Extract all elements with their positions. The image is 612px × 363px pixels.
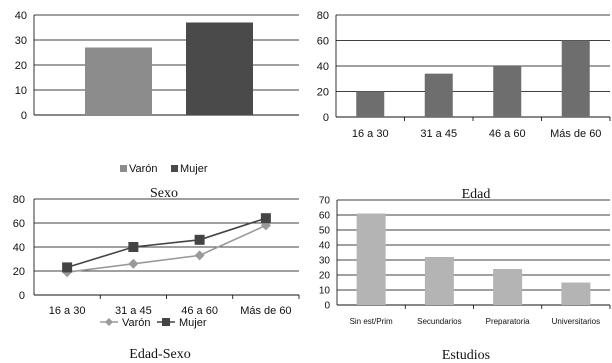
y-tick-label: 60 <box>13 218 25 230</box>
bar-varon <box>85 47 152 115</box>
x-tick-label: Sin est/Prim <box>350 317 393 326</box>
bar <box>561 40 590 117</box>
bar <box>356 91 385 117</box>
legend-marker-varon <box>105 318 113 326</box>
y-tick-label: 20 <box>317 86 329 98</box>
x-tick-label: 31 a 45 <box>115 305 152 317</box>
bar <box>493 269 523 305</box>
legend-label-varon: Varón <box>122 317 151 329</box>
x-tick-label: 46 a 60 <box>181 305 218 317</box>
legend-marker-mujer <box>162 318 170 326</box>
y-tick-labels: 0 20 40 60 80 <box>13 194 25 302</box>
x-tick-label: Más de 60 <box>550 128 601 140</box>
y-tick-label: 50 <box>319 226 331 237</box>
bars <box>85 22 253 115</box>
bars <box>356 213 591 305</box>
legend: Varón Mujer <box>120 163 208 175</box>
bar <box>356 213 386 305</box>
y-tick-label: 20 <box>15 60 27 72</box>
gridlines <box>33 14 299 116</box>
y-tick-label: 0 <box>324 301 330 312</box>
point-mujer <box>194 234 205 245</box>
point-mujer <box>128 242 139 252</box>
legend-label-mujer: Mujer <box>179 317 207 329</box>
y-tick-label: 20 <box>13 266 25 278</box>
point-varon <box>128 258 139 269</box>
x-tick-label: Más de 60 <box>240 305 291 317</box>
x-tick-label: 31 a 45 <box>420 128 457 140</box>
bar <box>493 66 522 117</box>
point-mujer <box>62 262 73 273</box>
legend-swatch-varon <box>120 165 127 172</box>
bar <box>424 73 453 117</box>
chart-title: Edad-Sexo <box>129 347 190 362</box>
x-tick-labels: 16 a 30 31 a 45 46 a 60 Más de 60 <box>49 295 300 317</box>
y-tick-label: 80 <box>317 10 329 22</box>
y-tick-label: 0 <box>19 290 25 302</box>
legend: Varón Mujer <box>100 317 207 329</box>
x-tick-label: Preparatoria <box>486 317 531 326</box>
x-tick-labels: 16 a 30 31 a 45 46 a 60 Más de 60 <box>352 117 611 140</box>
chart-edad: 0 20 40 60 80 16 a 30 31 a 45 46 a 60 Más de 60… <box>317 10 611 202</box>
y-tick-label: 80 <box>13 194 25 206</box>
legend-label-mujer: Mujer <box>180 163 208 175</box>
series-lines <box>62 213 271 278</box>
y-tick-label: 30 <box>15 35 27 47</box>
y-tick-labels: 0 20 40 60 80 <box>317 10 329 124</box>
point-varon <box>194 250 205 261</box>
bar <box>561 282 591 305</box>
chart-title: Estudios <box>442 348 490 363</box>
chart-estudios: 0 10 20 30 40 50 60 70 Sin est/Prim Secundarios P… <box>319 196 611 363</box>
x-tick-label: 16 a 30 <box>352 128 389 140</box>
y-tick-label: 70 <box>319 196 331 207</box>
chart-edad-sexo: 0 20 40 60 80 16 a 30 31 a 45 46 a 60 Más de 60… <box>13 194 300 362</box>
x-tick-label: Secundarios <box>417 317 461 326</box>
y-tick-label: 10 <box>15 85 27 97</box>
gridlines <box>33 198 299 296</box>
y-tick-label: 0 <box>21 110 27 122</box>
y-tick-labels: 0 10 20 30 40 <box>15 10 27 122</box>
chart-title: Sexo <box>150 186 178 201</box>
series-line-varon <box>67 224 267 273</box>
bars <box>356 40 590 117</box>
x-tick-label: 46 a 60 <box>489 128 526 140</box>
x-tick-labels: Sin est/Prim Secundarios Preparatoria Unive… <box>350 305 611 326</box>
legend-swatch-mujer <box>171 165 178 172</box>
point-mujer <box>260 213 271 224</box>
chart-sexo: 0 10 20 30 40 Varón Mujer Sexo <box>15 10 299 201</box>
y-tick-label: 40 <box>13 242 25 254</box>
y-tick-label: 0 <box>323 112 329 124</box>
bar-mujer <box>186 22 253 115</box>
y-tick-label: 40 <box>319 241 331 252</box>
chart-title: Edad <box>462 187 491 202</box>
y-tick-label: 30 <box>319 256 331 267</box>
y-tick-label: 10 <box>319 286 331 297</box>
y-tick-label: 60 <box>319 211 331 222</box>
series-line-mujer <box>66 217 267 269</box>
y-tick-label: 40 <box>15 10 27 22</box>
legend-label-varon: Varón <box>129 163 158 175</box>
x-tick-label: Universitarios <box>552 317 600 326</box>
y-tick-label: 60 <box>317 35 329 47</box>
x-tick-label: 16 a 30 <box>49 305 86 317</box>
y-tick-label: 20 <box>319 271 331 282</box>
y-tick-label: 40 <box>317 61 329 73</box>
bar <box>424 257 454 305</box>
y-tick-labels: 0 10 20 30 40 50 60 70 <box>319 196 331 312</box>
